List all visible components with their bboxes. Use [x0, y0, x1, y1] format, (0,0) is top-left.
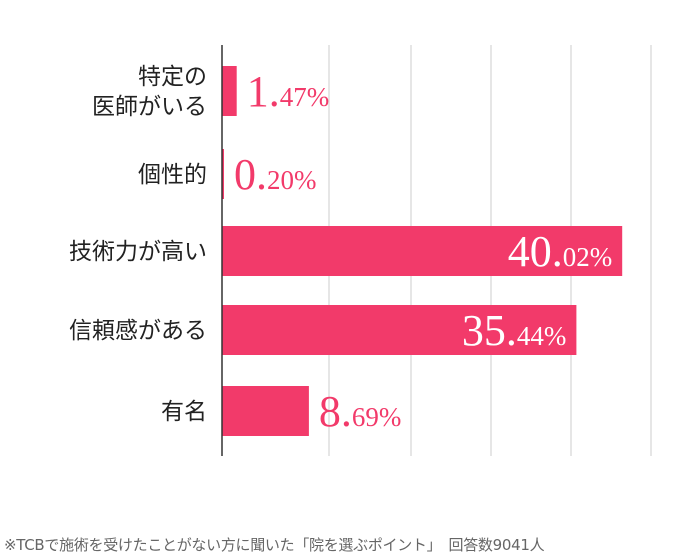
bar [222, 149, 224, 199]
category-label: 特定の医師がいる [92, 64, 207, 120]
value-label: 35.44% [462, 306, 567, 355]
bar [222, 226, 623, 276]
category-label: 信頼感がある [69, 318, 207, 344]
bar [222, 386, 309, 436]
category-label: 技術力が高い [69, 239, 207, 265]
value-label: 0.20% [234, 150, 317, 199]
value-label: 1.47% [247, 67, 330, 116]
category-label: 個性的 [138, 162, 207, 188]
bar [222, 305, 577, 355]
value-label: 40.02% [508, 227, 613, 276]
category-label: 有名 [161, 399, 207, 425]
chart-footnote: ※TCBで施術を受けたことがない方に聞いた「院を選ぶポイント」 回答数9041人 [4, 536, 545, 554]
value-label: 8.69% [319, 387, 402, 436]
bar [222, 66, 237, 116]
